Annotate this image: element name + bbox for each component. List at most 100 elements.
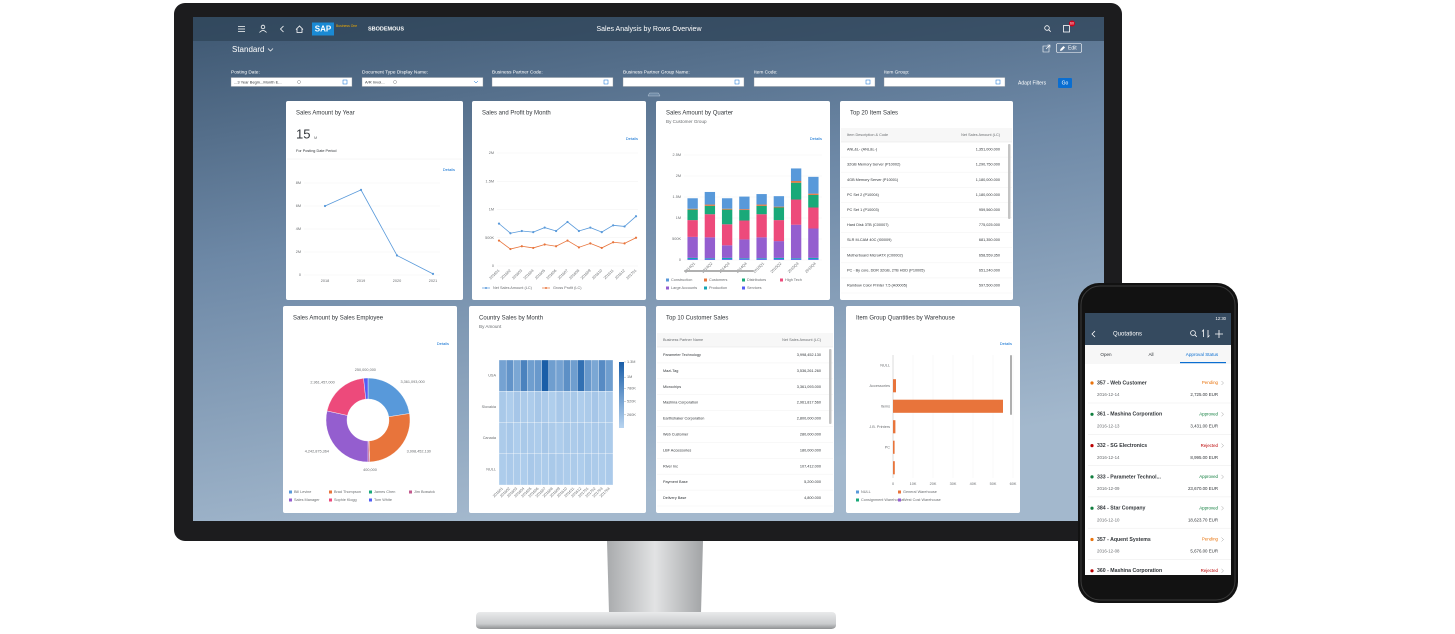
legend-marker	[545, 287, 547, 289]
filter-label: Document Type Display Name:	[362, 69, 428, 75]
phone-actions[interactable]	[1190, 329, 1223, 338]
legend-swatch	[856, 490, 859, 494]
bar-segment	[721, 209, 733, 225]
x-tick-label: 30K	[950, 482, 957, 486]
status-dot	[1090, 569, 1094, 573]
cell: Payment Base	[663, 480, 688, 484]
bar-segment	[704, 258, 716, 260]
heat-cell	[548, 453, 557, 486]
heat-cell	[555, 453, 564, 486]
table-header	[841, 128, 1012, 142]
cell: 1,180,000.000	[976, 193, 1000, 197]
collapse-tab[interactable]	[647, 92, 661, 97]
bar-segment	[773, 259, 785, 260]
legend-label: Gross Profit (LC)	[553, 286, 582, 290]
heat-cell	[541, 453, 550, 486]
cell: Web Customer	[663, 432, 689, 436]
cell: 280,000.000	[800, 432, 821, 436]
heat-cell	[591, 453, 599, 486]
heat-cell	[591, 391, 599, 423]
heat-cell	[562, 453, 571, 486]
cell: Mazi-Tag	[663, 369, 678, 373]
heat-cell	[562, 359, 571, 392]
filter-input[interactable]	[622, 77, 745, 87]
heat-cell	[570, 359, 578, 392]
bar-segment	[739, 210, 750, 221]
legend-label: Services	[747, 286, 762, 290]
filter-input[interactable]	[753, 77, 876, 87]
y-tick-label: 8M	[296, 181, 301, 185]
status-dot	[1090, 506, 1094, 510]
status-dot	[1090, 412, 1094, 416]
phone-back[interactable]	[1091, 330, 1096, 338]
x-tick-label: 201603	[511, 269, 523, 281]
bar-segment	[721, 208, 733, 210]
cell: 32GB Memory Server (P10002)	[847, 163, 901, 167]
y-tick-label: 500K	[485, 236, 494, 240]
item-name: 357 - Aquent Systems	[1097, 537, 1151, 543]
filter-label: Posting Date:	[231, 69, 260, 75]
heat-cell	[541, 391, 550, 423]
heat-cell	[598, 453, 607, 486]
filter-input[interactable]	[361, 77, 484, 87]
go-button[interactable]	[1058, 78, 1072, 88]
heat-cell	[584, 391, 592, 423]
item-date: 2016-12-14	[1097, 455, 1120, 460]
details-link[interactable]: Details	[437, 341, 449, 346]
bar-segment	[790, 181, 802, 183]
y-tick-label: NULL	[880, 363, 890, 367]
details-link[interactable]: Details	[1000, 341, 1012, 346]
x-tick-label: 201604	[523, 269, 535, 281]
share-icon[interactable]	[1042, 44, 1051, 53]
cell: 597,500.000	[979, 283, 1000, 287]
x-tick-label: 201703	[592, 487, 604, 499]
x-tick-label: 201612	[571, 487, 583, 499]
line-point	[612, 241, 615, 244]
line-point	[431, 272, 435, 275]
bar-segment	[721, 224, 733, 246]
heat-cell	[577, 422, 585, 454]
cell: 959,560.000	[979, 208, 1000, 212]
sap-logo	[312, 22, 334, 36]
edit-label: Edit	[1068, 46, 1077, 52]
phone-tab[interactable]: Open	[1100, 352, 1112, 357]
legend-swatch	[780, 278, 783, 282]
filter-input[interactable]	[883, 77, 1006, 87]
variant-selector[interactable]: Standard	[232, 45, 264, 54]
heat-cell	[605, 453, 614, 486]
slice-label: 3,998,452,130	[407, 450, 431, 454]
x-tick-label: 201608	[569, 269, 581, 281]
bar-segment	[756, 194, 767, 205]
edit-button[interactable]	[1056, 43, 1082, 53]
column-header: Net Sales Amount (LC)	[961, 133, 1001, 137]
heat-cell	[598, 422, 607, 454]
filter-input[interactable]	[491, 77, 614, 87]
bar-segment	[687, 257, 698, 260]
details-link[interactable]: Details	[810, 136, 822, 141]
phone-tab[interactable]: Approval Status	[1186, 352, 1219, 357]
stand-neck	[607, 541, 703, 613]
token-remove	[393, 80, 397, 84]
slice-label: 3,361,093,000	[401, 380, 425, 384]
details-link[interactable]: Details	[443, 167, 455, 172]
bar-segment	[790, 168, 802, 182]
heat-cell	[520, 422, 528, 454]
line-point	[566, 220, 569, 224]
x-tick-label: 20K	[930, 482, 937, 486]
item-date: 2016-12-09	[1097, 486, 1120, 491]
legend-label: Construction	[671, 278, 692, 282]
bar-segment	[790, 199, 802, 225]
notification-badge[interactable]	[1069, 20, 1075, 27]
legend-label: Distributors	[747, 278, 766, 282]
heat-cell	[498, 359, 507, 392]
details-link[interactable]: Details	[626, 136, 638, 141]
filter-input[interactable]	[230, 77, 353, 87]
bar-segment	[808, 176, 819, 194]
legend-swatch	[856, 498, 859, 502]
legend-swatch	[289, 498, 292, 502]
x-tick-label: 201607	[557, 269, 569, 281]
phone-tab[interactable]: All	[1148, 352, 1153, 357]
line-point	[600, 246, 603, 250]
adapt-filters[interactable]: Adapt Filters	[1018, 80, 1047, 86]
